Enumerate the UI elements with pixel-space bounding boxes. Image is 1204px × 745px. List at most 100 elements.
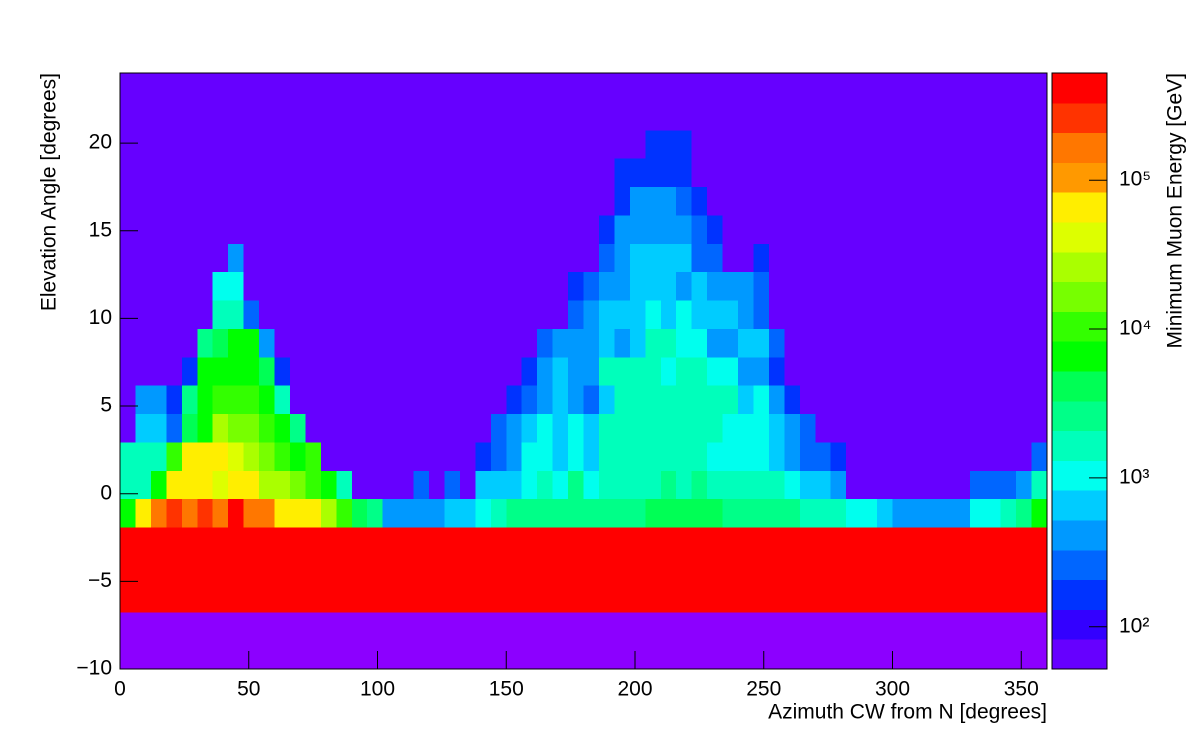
cell bbox=[305, 527, 322, 556]
cell bbox=[815, 527, 832, 556]
cell bbox=[768, 498, 785, 528]
cell bbox=[614, 498, 631, 528]
cell bbox=[459, 498, 476, 528]
cell bbox=[1031, 243, 1048, 273]
colorbar-band bbox=[1052, 400, 1107, 432]
cell bbox=[444, 356, 461, 386]
cell bbox=[799, 328, 816, 358]
cell bbox=[382, 271, 399, 301]
cell bbox=[382, 441, 399, 471]
cell bbox=[537, 73, 554, 102]
cell bbox=[120, 158, 136, 188]
cell bbox=[738, 441, 754, 471]
colorbar-tick-label: 10² bbox=[1119, 614, 1149, 637]
cell bbox=[768, 583, 785, 613]
cell bbox=[259, 101, 275, 131]
cell bbox=[228, 583, 245, 613]
cell bbox=[413, 413, 430, 443]
cell bbox=[923, 243, 940, 273]
cell bbox=[598, 527, 615, 556]
cell bbox=[784, 271, 801, 301]
cell bbox=[135, 527, 152, 556]
cell bbox=[135, 101, 152, 131]
cell bbox=[398, 527, 415, 556]
cell bbox=[336, 328, 353, 358]
cell bbox=[568, 328, 584, 358]
cell bbox=[459, 413, 476, 443]
cell bbox=[877, 356, 893, 386]
cell bbox=[1000, 441, 1017, 471]
cell bbox=[521, 186, 538, 216]
cell bbox=[753, 300, 770, 329]
cell bbox=[799, 583, 816, 613]
cell bbox=[877, 158, 893, 188]
cell bbox=[1031, 158, 1048, 188]
cell bbox=[289, 498, 306, 528]
cell bbox=[181, 328, 198, 358]
cell bbox=[228, 527, 245, 556]
cell bbox=[506, 73, 523, 102]
cell bbox=[861, 498, 878, 528]
cell bbox=[722, 101, 739, 131]
cell bbox=[861, 441, 878, 471]
cell bbox=[120, 328, 136, 358]
colorbar-band bbox=[1052, 639, 1107, 670]
cell bbox=[707, 243, 724, 273]
cell bbox=[413, 328, 430, 358]
cell bbox=[799, 101, 816, 131]
cell bbox=[846, 271, 863, 301]
cell bbox=[985, 356, 1002, 386]
cell bbox=[861, 158, 878, 188]
cell bbox=[691, 583, 708, 613]
cell bbox=[521, 328, 538, 358]
cell bbox=[799, 300, 816, 329]
cell bbox=[475, 470, 492, 500]
cell bbox=[135, 413, 152, 443]
cell bbox=[969, 158, 986, 188]
cell bbox=[629, 300, 646, 329]
cell bbox=[954, 470, 971, 500]
cell bbox=[938, 356, 955, 386]
colorbar-band bbox=[1052, 102, 1107, 134]
cell bbox=[846, 498, 863, 528]
cell bbox=[506, 441, 523, 471]
cell bbox=[212, 441, 229, 471]
cell bbox=[676, 498, 693, 528]
cell bbox=[490, 527, 507, 556]
cell bbox=[537, 271, 554, 301]
colorbar-band bbox=[1052, 460, 1107, 491]
cell bbox=[907, 328, 924, 358]
cell bbox=[444, 214, 461, 244]
cell bbox=[1000, 300, 1017, 329]
cell bbox=[691, 243, 708, 273]
cell bbox=[212, 129, 229, 159]
cell bbox=[676, 413, 693, 443]
cell bbox=[923, 73, 940, 102]
cell bbox=[660, 328, 677, 358]
cell bbox=[691, 73, 708, 102]
cell bbox=[181, 101, 198, 131]
cell bbox=[707, 271, 724, 301]
cell bbox=[614, 158, 631, 188]
cell bbox=[768, 129, 785, 159]
cell bbox=[336, 385, 353, 415]
cell bbox=[691, 527, 708, 556]
cell bbox=[645, 498, 662, 528]
cell bbox=[506, 527, 523, 556]
cell bbox=[305, 555, 322, 585]
cell bbox=[938, 129, 955, 159]
cell bbox=[1016, 300, 1033, 329]
cell bbox=[490, 101, 507, 131]
cell bbox=[846, 413, 863, 443]
cell bbox=[892, 555, 909, 585]
cell bbox=[830, 243, 847, 273]
cell bbox=[629, 385, 646, 415]
cell bbox=[1031, 214, 1048, 244]
cell bbox=[382, 385, 399, 415]
cell bbox=[289, 356, 306, 386]
cell bbox=[846, 300, 863, 329]
cell bbox=[336, 470, 353, 500]
colorbar-band bbox=[1052, 520, 1107, 551]
cell bbox=[552, 498, 569, 528]
